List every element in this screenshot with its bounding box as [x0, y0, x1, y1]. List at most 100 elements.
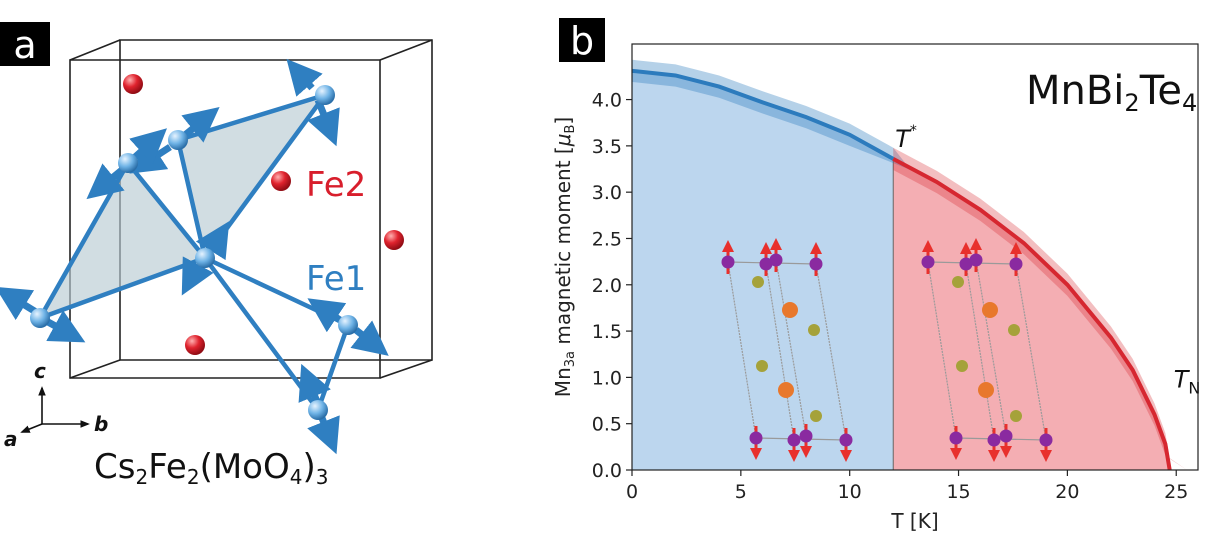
- fe2-atom: [185, 335, 205, 355]
- spin-arrow: [181, 256, 214, 296]
- x-axis-label: T [K]: [890, 509, 938, 533]
- moment-curve-high-t: [892, 157, 1172, 470]
- cell-edge: [765, 263, 795, 441]
- mn-atom: [999, 429, 1013, 443]
- moment-curve-low-t: [632, 68, 895, 161]
- magnetic-structure-inset: [721, 238, 853, 462]
- compound-label: MnBi2Te4: [1026, 68, 1197, 117]
- fe1-atom: [118, 153, 138, 173]
- bi-atom: [778, 382, 794, 398]
- te-atom: [752, 276, 764, 288]
- axis-a-label: a: [4, 427, 18, 451]
- magnetic-structure-insets: [721, 238, 1053, 462]
- axis-c-label: c: [34, 359, 46, 383]
- mn-atom: [987, 433, 1001, 447]
- moment-uncertainty-band-low-t: [632, 59, 911, 170]
- cell-edge: [775, 259, 807, 437]
- mn-atom: [1009, 257, 1023, 271]
- y-tick-label: 4.0: [592, 90, 622, 112]
- te-atom: [1008, 324, 1020, 336]
- spin-arrow: [86, 163, 125, 200]
- mn-atom: [799, 429, 813, 443]
- bi-atom: [982, 302, 998, 318]
- cell-edge: [927, 261, 957, 439]
- mn-atom: [721, 255, 735, 269]
- fe1-atom: [315, 85, 335, 105]
- y-tick-label: 1.0: [592, 367, 622, 389]
- panel-b-label: b: [570, 19, 594, 63]
- spin-arrow: [286, 58, 323, 97]
- panel-b-badge: [559, 18, 605, 62]
- fe2-atoms: [123, 74, 404, 355]
- cell-edge: [1015, 263, 1047, 441]
- mn-atom: [921, 255, 935, 269]
- mn-atom: [969, 253, 983, 267]
- panel-b: b 0 5 10 15 20 250.00.51.01.52.02.53.03.54.0 …: [551, 18, 1201, 533]
- x-tick-label: 15: [946, 481, 970, 503]
- mn-atom: [839, 433, 853, 447]
- te-atom: [952, 276, 964, 288]
- fe1-atoms: [30, 85, 358, 420]
- spin-arrow: [181, 106, 220, 143]
- fe1-atom: [30, 308, 50, 328]
- spin-arrow: [307, 98, 340, 147]
- te-atom: [1010, 410, 1022, 422]
- y-tick-label: 3.5: [592, 136, 622, 158]
- te-atom: [956, 360, 968, 372]
- fe1-atom: [195, 248, 215, 268]
- fe2-atom: [123, 74, 143, 94]
- plot-regions: [632, 70, 1170, 470]
- spin-arrow: [46, 310, 86, 343]
- fe1-triangle-plane-left: [38, 162, 206, 319]
- spin-arrow: [307, 415, 340, 455]
- fe1-atom: [168, 130, 188, 150]
- plot-curves: [632, 59, 1188, 470]
- y-tick-label: 1.5: [592, 321, 622, 343]
- te-atom: [808, 324, 820, 336]
- fe1-spin-arrows: [0, 58, 389, 455]
- fe1-atom: [308, 400, 328, 420]
- cell-edge: [975, 259, 1007, 437]
- magnetic-structure-inset: [921, 238, 1053, 462]
- y-tick-label: 0.0: [592, 460, 622, 482]
- t-star-label: T*: [895, 123, 917, 153]
- spin-arrow: [307, 298, 347, 333]
- mn-atom: [759, 257, 773, 271]
- y-tick-label: 2.5: [592, 228, 622, 250]
- axis-b-label: b: [94, 412, 108, 436]
- formula-label: Cs2Fe2(MoO4)3: [94, 447, 328, 489]
- mn-atom: [1039, 433, 1053, 447]
- y-tick-label: 2.0: [592, 275, 622, 297]
- panel-a: a: [0, 22, 433, 489]
- spin-arrow: [0, 286, 38, 321]
- x-tick-label: 5: [735, 481, 747, 503]
- moment-uncertainty-band-high-t: [893, 147, 1188, 470]
- ordered-phase-region-high-t: [893, 158, 1170, 470]
- fe2-atom: [384, 230, 404, 250]
- x-tick-label: 10: [838, 481, 862, 503]
- fe2-label: Fe2: [306, 165, 366, 205]
- spin-arrow: [350, 320, 389, 356]
- cell-edge: [815, 263, 847, 441]
- mn-atom: [959, 257, 973, 271]
- mn-atom: [787, 433, 801, 447]
- mn-atom: [749, 431, 763, 445]
- fe1-atom: [338, 315, 358, 335]
- ordered-phase-region-low-t: [632, 70, 894, 470]
- t-n-label: TN: [1174, 365, 1201, 397]
- panel-a-badge: [0, 22, 50, 66]
- te-atom: [810, 410, 822, 422]
- fe2-atom: [271, 171, 291, 191]
- cell-edge: [727, 261, 757, 439]
- bi-atom: [782, 302, 798, 318]
- y-tick-label: 0.5: [592, 414, 622, 436]
- mn-atom: [809, 257, 823, 271]
- plot-frame: [631, 43, 1199, 471]
- axes-triad: c b a: [4, 359, 108, 451]
- y-tick-label: 3.0: [592, 182, 622, 204]
- mn-atom: [949, 431, 963, 445]
- fe1-label: Fe1: [306, 259, 366, 299]
- bi-atom: [978, 382, 994, 398]
- y-axis-label: Mn3a magnetic moment [μB]: [551, 117, 578, 397]
- cell-edge: [965, 263, 995, 441]
